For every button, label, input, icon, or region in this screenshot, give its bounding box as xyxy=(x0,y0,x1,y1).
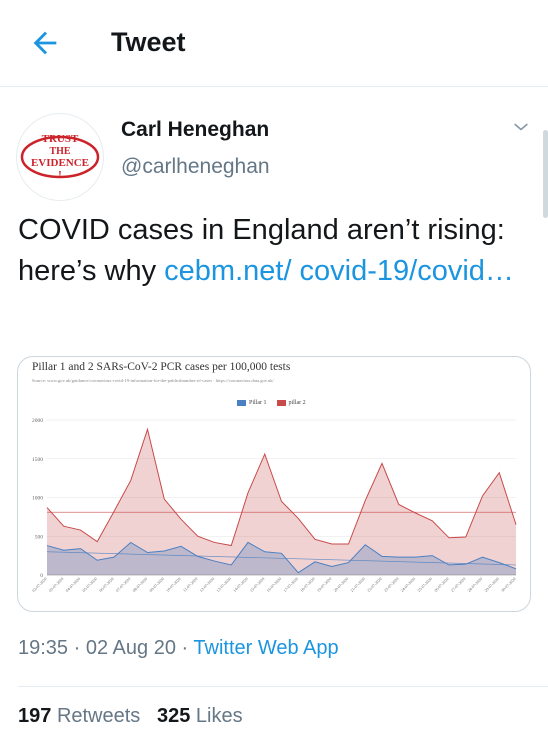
series-line-pillar-1 xyxy=(46,541,517,574)
retweets-count: 197 xyxy=(18,705,52,727)
chart-title: Pillar 1 and 2 SARs-CoV-2 PCR cases per … xyxy=(32,361,291,373)
x-tick-label: 04-07-2020 xyxy=(64,576,81,593)
series-area-pillar-1 xyxy=(47,542,516,575)
x-tick-label: 29-07-2020 xyxy=(483,576,500,593)
svg-text:TRUST: TRUST xyxy=(42,133,79,145)
x-tick-label: 06-07-2020 xyxy=(98,576,115,593)
meta-separator: · xyxy=(181,637,189,659)
x-tick-label: 08-07-2020 xyxy=(131,576,148,593)
likes-count: 325 xyxy=(156,705,191,727)
back-arrow-icon[interactable] xyxy=(28,26,62,60)
chevron-down-icon[interactable] xyxy=(508,117,534,137)
x-tick-label: 17-07-2020 xyxy=(282,576,299,593)
avatar[interactable]: TRUST THE EVIDENCE ! xyxy=(16,113,104,201)
x-tick-label: 23-07-2020 xyxy=(383,576,400,593)
y-tick-label: 2000 xyxy=(32,418,43,424)
retweets-label: Retweets xyxy=(56,705,141,727)
x-tick-label: 12-07-2020 xyxy=(198,576,215,593)
retweets-stat[interactable]: 197 Retweets xyxy=(18,705,140,727)
svg-text:!: ! xyxy=(58,169,62,181)
x-tick-label: 24-07-2020 xyxy=(399,576,416,593)
likes-label: Likes xyxy=(195,705,243,727)
meta-separator: · xyxy=(73,637,81,659)
x-tick-label: 07-07-2020 xyxy=(115,576,132,593)
chart-source: Source: www.gov.uk/guidance/coronavirus-… xyxy=(32,378,274,383)
legend-label: pillar 2 xyxy=(288,400,306,406)
tweet-text: COVID cases in England aren’t rising: he… xyxy=(18,210,528,292)
x-tick-label: 19-07-2020 xyxy=(316,576,333,593)
y-tick-label: 1000 xyxy=(32,496,43,502)
x-tick-label: 27-07-2020 xyxy=(450,576,467,593)
tweet-link[interactable]: cebm.net/ covid-19/covid… xyxy=(164,255,514,287)
legend-label: Pillar 1 xyxy=(249,400,267,406)
x-tick-label: 10-07-2020 xyxy=(165,576,182,593)
series-area-pillar-2 xyxy=(47,429,516,575)
svg-text:EVIDENCE: EVIDENCE xyxy=(31,157,89,169)
x-tick-label: 20-07-2020 xyxy=(332,576,349,593)
trust-the-evidence-stamp-icon: TRUST THE EVIDENCE ! xyxy=(20,133,100,181)
x-tick-label: 05-07-2020 xyxy=(81,576,98,593)
scrollbar[interactable] xyxy=(543,130,548,218)
page-title: Tweet xyxy=(111,27,186,57)
tweet-source-link[interactable]: Twitter Web App xyxy=(193,637,339,659)
author-handle[interactable]: @carlheneghan xyxy=(121,155,270,178)
tweet-time: 19:35 xyxy=(18,637,69,659)
legend-item-pillar-1: Pillar 1 xyxy=(237,400,267,406)
x-tick-label: 16-07-2020 xyxy=(265,576,282,593)
svg-text:THE: THE xyxy=(49,146,70,157)
divider xyxy=(18,686,548,687)
series-line-pillar-2 xyxy=(46,427,517,547)
legend-swatch xyxy=(237,400,246,406)
top-bar: Tweet xyxy=(0,0,548,87)
chart-legend: Pillar 1 pillar 2 xyxy=(237,397,316,409)
tweet-media-chart[interactable] xyxy=(17,356,531,612)
tweet-body: COVID cases in England aren’t rising: he… xyxy=(18,214,505,287)
tweet-meta: 19:35 · 02 Aug 20 · Twitter Web App xyxy=(18,637,339,660)
x-tick-label: 26-07-2020 xyxy=(433,576,450,593)
y-tick-label: 1500 xyxy=(32,457,43,463)
x-tick-label: 13-07-2020 xyxy=(215,576,232,593)
x-tick-label: 22-07-2020 xyxy=(366,576,383,593)
y-tick-label: 0 xyxy=(40,573,43,579)
tweet-stats: 197 Retweets 325 Likes xyxy=(18,705,243,728)
author-name[interactable]: Carl Heneghan xyxy=(121,118,270,141)
likes-stat[interactable]: 325 Likes xyxy=(157,705,243,727)
x-tick-label: 21-07-2020 xyxy=(349,576,366,593)
x-tick-label: 25-07-2020 xyxy=(416,576,433,593)
x-tick-label: 30-07-2020 xyxy=(500,576,517,593)
y-tick-label: 500 xyxy=(35,534,44,540)
x-tick-label: 03-07-2020 xyxy=(48,576,65,593)
x-tick-label: 18-07-2020 xyxy=(299,576,316,593)
x-tick-label: 14-07-2020 xyxy=(232,576,249,593)
legend-item-pillar-2: pillar 2 xyxy=(276,400,306,406)
legend-swatch xyxy=(276,400,286,406)
x-tick-label: 28-07-2020 xyxy=(466,576,483,593)
x-tick-label: 11-07-2020 xyxy=(182,576,199,593)
x-tick-label: 09-07-2020 xyxy=(148,576,165,593)
tweet-date: 02 Aug 20 xyxy=(85,637,176,659)
x-tick-label: 15-07-2020 xyxy=(249,576,266,593)
trend-line xyxy=(46,551,517,566)
